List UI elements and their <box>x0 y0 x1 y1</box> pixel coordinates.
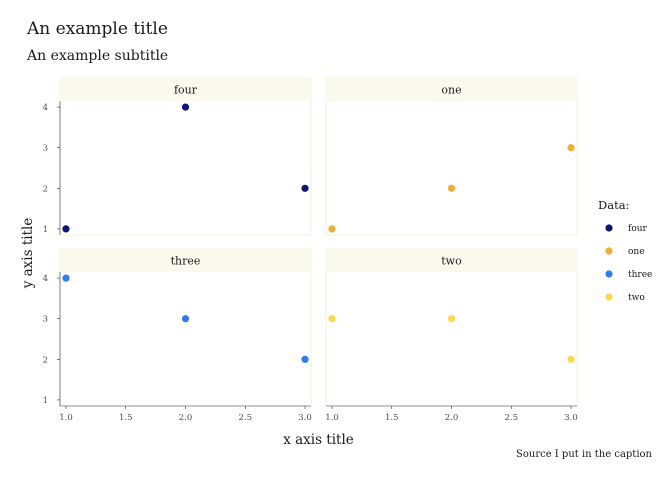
panel-three <box>60 272 311 406</box>
point-two <box>447 315 456 323</box>
x-tick-label: 1.5 <box>119 413 133 423</box>
y-tick-label: 2 <box>43 184 48 194</box>
point-two <box>328 315 336 323</box>
x-tick-label: 3.0 <box>298 413 312 423</box>
x-tick-label: 1.5 <box>385 413 399 423</box>
point-one <box>567 144 575 152</box>
legend-label-one: one <box>628 247 645 257</box>
legend-title: Data: <box>598 198 629 212</box>
x-tick-label: 2.0 <box>445 413 459 423</box>
x-tick-label: 2.5 <box>504 413 518 423</box>
x-tick-label: 1.0 <box>325 413 339 423</box>
strip-label-four: four <box>174 84 198 97</box>
y-tick-label: 4 <box>43 274 48 284</box>
chart-subtitle: An example subtitle <box>27 48 169 64</box>
point-one <box>328 225 336 233</box>
y-tick-label: 2 <box>43 355 48 365</box>
x-tick-label: 1.0 <box>59 413 73 423</box>
point-one <box>447 184 456 192</box>
legend-key-one <box>605 247 613 255</box>
y-tick-label: 3 <box>43 144 48 154</box>
strip-one <box>326 78 577 101</box>
point-four <box>62 225 70 233</box>
x-axis-title: x axis title <box>283 432 354 448</box>
y-tick-label: 1 <box>43 225 48 235</box>
legend-label-four: four <box>628 224 648 234</box>
legend-label-two: two <box>628 293 645 303</box>
panel-one <box>326 101 577 235</box>
legend-label-three: three <box>628 270 652 280</box>
strip-label-three: three <box>171 255 201 268</box>
y-tick-label: 3 <box>43 315 48 325</box>
legend-key-two <box>605 293 613 301</box>
panel-two <box>326 272 577 406</box>
point-two <box>567 355 575 363</box>
x-tick-label: 2.0 <box>179 413 193 423</box>
strip-two <box>326 249 577 272</box>
panel-four <box>60 101 311 235</box>
strip-four <box>60 78 311 101</box>
strip-three <box>60 249 311 272</box>
strip-label-one: one <box>441 84 461 97</box>
point-four <box>301 184 309 192</box>
point-four <box>181 103 190 111</box>
y-axis-title: y axis title <box>20 218 36 290</box>
y-tick-label: 4 <box>43 103 48 113</box>
y-tick-label: 1 <box>43 396 48 406</box>
legend-key-three <box>605 270 613 278</box>
strip-label-two: two <box>441 255 462 268</box>
x-tick-label: 3.0 <box>564 413 578 423</box>
chart-caption: Source I put in the caption <box>516 449 652 460</box>
point-three <box>62 274 70 282</box>
legend-key-four <box>605 224 613 232</box>
point-three <box>181 315 190 323</box>
x-tick-label: 2.5 <box>238 413 252 423</box>
chart-title: An example title <box>27 19 168 39</box>
point-three <box>301 355 309 363</box>
